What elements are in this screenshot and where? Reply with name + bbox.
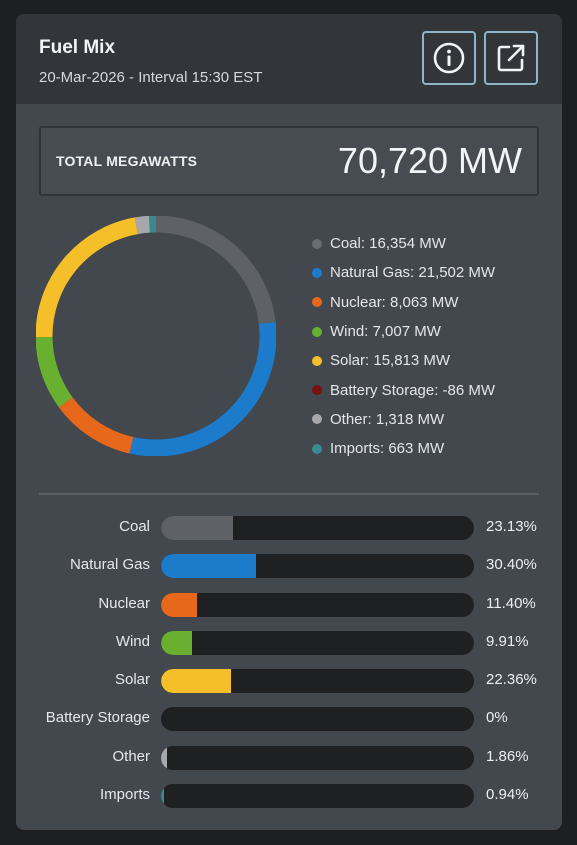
bar-track (161, 516, 474, 540)
bar-label: Other (112, 747, 150, 765)
legend-item-battery-storage[interactable]: Battery Storage: -86 MW (312, 375, 552, 404)
bar-fill-nuclear (161, 592, 197, 617)
legend-item-imports[interactable]: Imports: 663 MW (312, 434, 552, 463)
legend-swatch (312, 414, 322, 425)
donut-slice-natural-gas[interactable] (129, 321, 276, 456)
legend-swatch (312, 326, 322, 337)
legend-swatch (312, 355, 322, 366)
legend-swatch (312, 385, 322, 396)
bar-label: Solar (114, 671, 150, 689)
legend-item-solar[interactable]: Solar: 15,813 MW (312, 346, 552, 375)
donut-slice-nuclear[interactable] (58, 397, 134, 454)
legend-swatch (312, 267, 322, 278)
bar-fill-imports (161, 784, 164, 809)
legend-label: Wind: 7,007 MW (330, 323, 441, 341)
legend-label: Coal: 16,354 MW (330, 235, 446, 253)
bar-row-imports: Imports 0.94% (16, 777, 562, 815)
bar-percentage: 9.91% (486, 632, 529, 650)
legend-item-wind[interactable]: Wind: 7,007 MW (312, 317, 552, 346)
bar-row-natural-gas: Natural Gas 30.40% (16, 547, 562, 585)
total-megawatts-panel: TOTAL MEGAWATTS 70,720 MW (39, 126, 539, 196)
legend-label: Battery Storage: -86 MW (330, 381, 496, 399)
legend-swatch (312, 238, 322, 249)
bar-fill-other (161, 745, 167, 770)
bar-track (161, 592, 474, 617)
legend-swatch (312, 443, 322, 454)
bar-label: Natural Gas (69, 556, 150, 574)
bar-row-nuclear: Nuclear 11.40% (16, 586, 562, 624)
donut-slice-solar[interactable] (36, 217, 139, 338)
bar-label: Nuclear (98, 594, 150, 612)
info-icon (433, 42, 465, 74)
legend-item-other[interactable]: Other: 1,318 MW (312, 405, 552, 434)
card-header: Fuel Mix 20-Mar-2026 - Interval 15:30 ES… (16, 14, 562, 104)
percentage-bar-list: Coal 23.13% Natural Gas 30.40% Nuclear 11.40%… (16, 509, 562, 815)
legend-swatch (312, 297, 322, 308)
bar-label: Imports (99, 786, 150, 804)
bar-row-battery-storage: Battery Storage 0% (16, 700, 562, 738)
fuel-mix-card: Fuel Mix 20-Mar-2026 - Interval 15:30 ES… (16, 14, 562, 830)
fuel-mix-donut-chart (36, 216, 276, 456)
bar-row-coal: Coal 23.13% (16, 509, 562, 547)
bar-fill-coal (161, 516, 234, 540)
external-link-icon (497, 44, 525, 72)
interval-subtitle: 20-Mar-2026 - Interval 15:30 EST (39, 69, 263, 86)
bar-percentage: 11.40% (486, 594, 536, 612)
legend-label: Solar: 15,813 MW (330, 352, 451, 370)
bar-track (161, 554, 474, 579)
bar-track (161, 784, 474, 809)
legend-item-natural-gas[interactable]: Natural Gas: 21,502 MW (312, 258, 552, 287)
legend-label: Other: 1,318 MW (330, 410, 445, 428)
bar-fill-wind (161, 630, 193, 655)
bar-label: Wind (115, 632, 150, 650)
bar-row-solar: Solar 22.36% (16, 662, 562, 700)
open-external-button[interactable] (484, 31, 538, 85)
legend-item-nuclear[interactable]: Nuclear: 8,063 MW (312, 288, 552, 317)
legend-label: Natural Gas: 21,502 MW (330, 264, 496, 282)
bar-track (161, 630, 474, 655)
bar-label: Battery Storage (45, 709, 150, 727)
bar-percentage: 1.86% (486, 747, 529, 765)
bar-percentage: 23.13% (486, 518, 537, 535)
bar-track (161, 669, 474, 694)
bar-track (161, 745, 474, 770)
bar-percentage: 0% (486, 709, 508, 727)
section-divider (39, 493, 539, 495)
bar-label: Coal (119, 518, 150, 535)
donut-legend: Coal: 16,354 MW Natural Gas: 21,502 MW Nuc… (312, 229, 552, 463)
bar-percentage: 0.94% (486, 786, 529, 804)
bar-track (161, 707, 474, 732)
bar-percentage: 30.40% (486, 556, 537, 574)
bar-row-other: Other 1.86% (16, 739, 562, 777)
donut-slice-wind[interactable] (36, 336, 73, 408)
legend-label: Imports: 663 MW (330, 440, 445, 458)
info-button[interactable] (422, 31, 476, 85)
legend-label: Nuclear: 8,063 MW (330, 293, 459, 311)
bar-fill-natural-gas (161, 554, 257, 579)
donut-slice-other[interactable] (134, 216, 151, 235)
bar-percentage: 22.36% (486, 671, 537, 689)
bar-fill-solar (161, 669, 231, 694)
donut-slice-coal[interactable] (155, 216, 276, 325)
total-value: 70,720 MW (337, 140, 522, 181)
total-label: TOTAL MEGAWATTS (56, 153, 198, 169)
bar-row-wind: Wind 9.91% (16, 624, 562, 662)
legend-item-coal[interactable]: Coal: 16,354 MW (312, 229, 552, 258)
card-title: Fuel Mix (39, 37, 116, 58)
